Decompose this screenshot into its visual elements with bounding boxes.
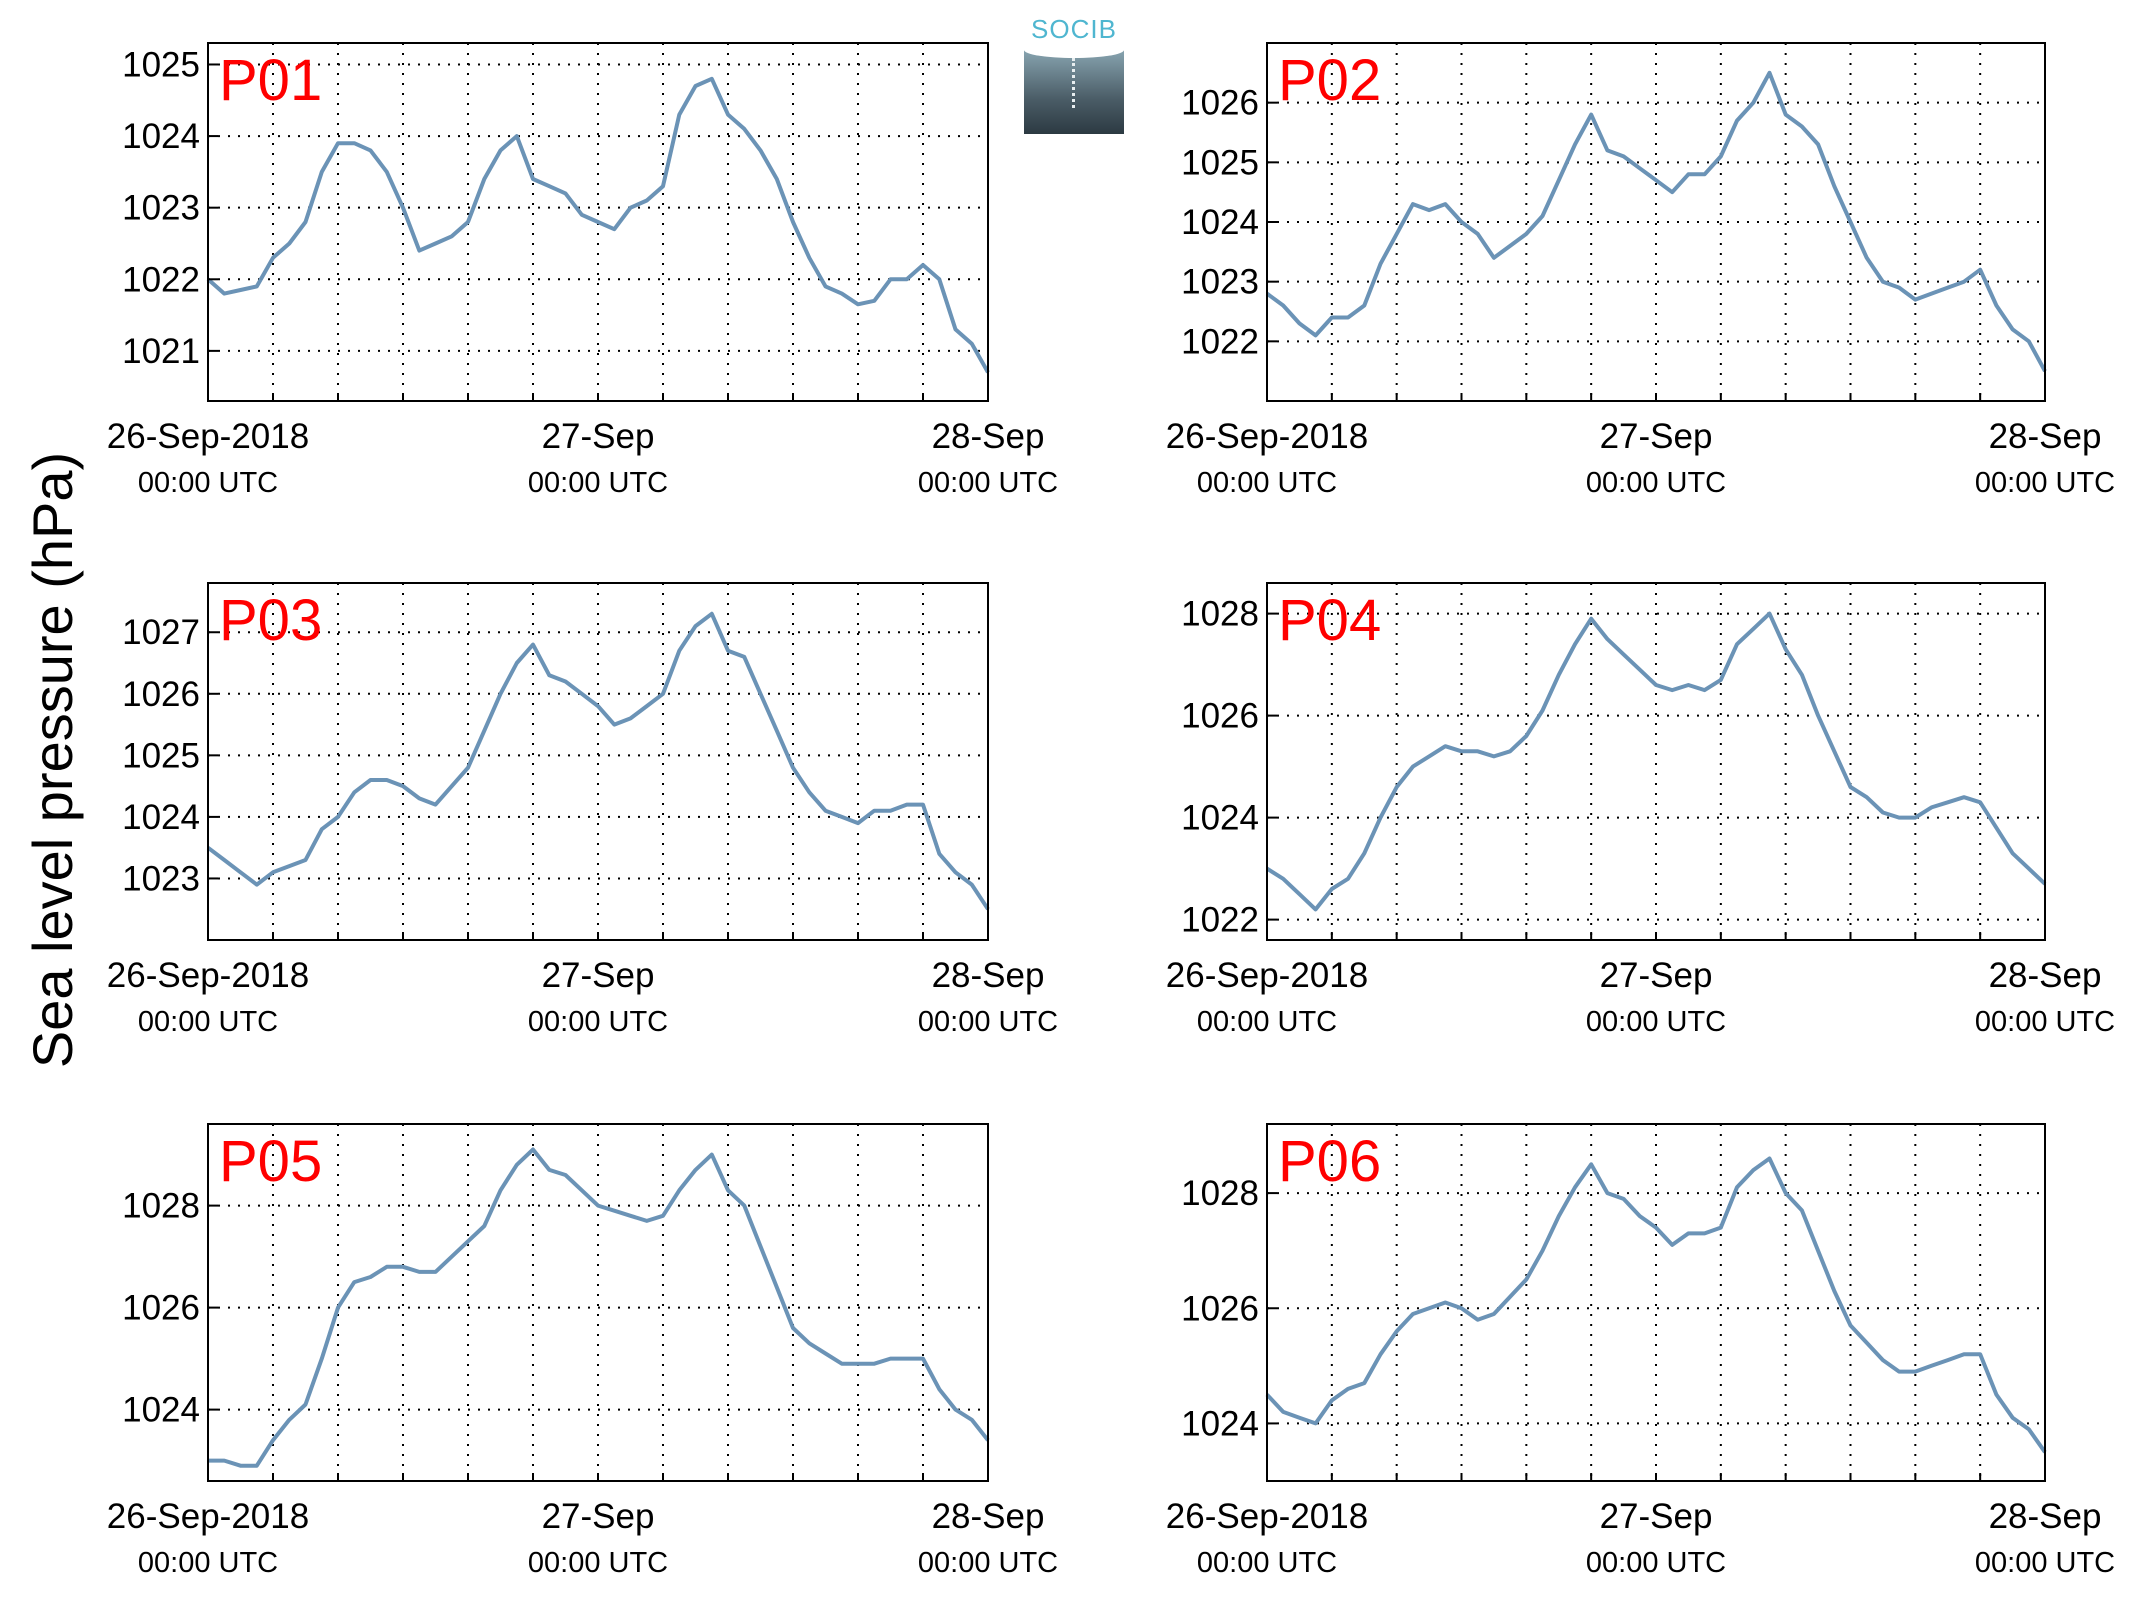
y-tick-label: 1023 xyxy=(1181,263,1259,302)
plot-frame xyxy=(207,582,989,941)
logo-text: SOCIB xyxy=(1031,14,1117,44)
series-line-p01 xyxy=(206,76,990,374)
x-tick-label-date: 28-Sep xyxy=(932,417,1045,456)
x-tick-label-date: 27-Sep xyxy=(542,1497,655,1536)
panel-label: P01 xyxy=(219,48,322,113)
x-tick-label-date: 26-Sep-2018 xyxy=(1166,1497,1368,1536)
socib-logo: SOCIB xyxy=(1024,14,1124,134)
y-tick-label: 1025 xyxy=(1181,143,1259,182)
x-tick-label-time: 00:00 UTC xyxy=(528,467,668,499)
x-tick-label-date: 27-Sep xyxy=(1600,956,1713,995)
x-tick-label-date: 26-Sep-2018 xyxy=(107,1497,309,1536)
plot-frame xyxy=(1266,1123,2046,1482)
y-tick-label: 1021 xyxy=(122,332,200,371)
series-line-p02 xyxy=(1265,70,2047,373)
x-tick-label-time: 00:00 UTC xyxy=(1586,1547,1726,1579)
x-tick-label-time: 00:00 UTC xyxy=(138,467,278,499)
x-tick-label-time: 00:00 UTC xyxy=(918,1547,1058,1579)
y-tick-label: 1028 xyxy=(1181,1174,1259,1213)
x-tick-label-time: 00:00 UTC xyxy=(918,1006,1058,1038)
y-tick-label: 1026 xyxy=(1181,697,1259,736)
y-tick-label: 1024 xyxy=(122,1391,200,1430)
panel-p05: 1024 1026 1028 26-Sep-2018 00:00 UTC 27-Sep 00… xyxy=(107,1123,1058,1579)
y-tick-label: 1027 xyxy=(122,613,200,652)
x-tick-label-date: 26-Sep-2018 xyxy=(107,956,309,995)
y-tick-label: 1026 xyxy=(122,1289,200,1328)
y-tick-label: 1024 xyxy=(1181,1404,1259,1443)
y-tick-label: 1023 xyxy=(122,859,200,898)
x-tick-label-time: 00:00 UTC xyxy=(1975,1006,2115,1038)
plot-frame xyxy=(207,1123,989,1482)
series-line-p05 xyxy=(208,1147,990,1468)
series-line-p06 xyxy=(1265,1156,2047,1454)
y-tick-label: 1024 xyxy=(1181,799,1259,838)
x-tick-label-date: 28-Sep xyxy=(1989,1497,2102,1536)
x-tick-label-date: 27-Sep xyxy=(542,956,655,995)
panel-p03: 1023 1024 1025 1026 1027 26-Sep-2018 00:00 UTC… xyxy=(107,582,1058,1038)
x-tick-label-time: 00:00 UTC xyxy=(1197,1547,1337,1579)
y-tick-label: 1026 xyxy=(1181,84,1259,123)
x-tick-label-date: 26-Sep-2018 xyxy=(1166,956,1368,995)
x-tick-label-time: 00:00 UTC xyxy=(1197,467,1337,499)
panel-label: P03 xyxy=(219,588,322,653)
y-tick-label: 1022 xyxy=(122,260,200,299)
plot-frame xyxy=(1266,582,2046,941)
panel-label: P06 xyxy=(1278,1129,1381,1194)
x-tick-label-time: 00:00 UTC xyxy=(1586,1006,1726,1038)
y-tick-label: 1028 xyxy=(122,1187,200,1226)
x-tick-label-time: 00:00 UTC xyxy=(528,1547,668,1579)
y-tick-label: 1024 xyxy=(1181,203,1259,242)
y-tick-label: 1025 xyxy=(122,736,200,775)
x-tick-label-time: 00:00 UTC xyxy=(528,1006,668,1038)
x-tick-label-date: 27-Sep xyxy=(542,417,655,456)
x-tick-label-time: 00:00 UTC xyxy=(138,1006,278,1038)
panel-label: P05 xyxy=(219,1129,322,1194)
y-axis-label: Sea level pressure (hPa) xyxy=(21,452,84,1068)
x-tick-label-date: 26-Sep-2018 xyxy=(1166,417,1368,456)
x-tick-label-time: 00:00 UTC xyxy=(1975,1547,2115,1579)
y-tick-label: 1026 xyxy=(122,675,200,714)
panel-label: P02 xyxy=(1278,48,1381,113)
y-tick-label: 1024 xyxy=(122,798,200,837)
logo-dots xyxy=(1072,58,1078,108)
x-tick-label-time: 00:00 UTC xyxy=(1975,467,2115,499)
y-tick-label: 1024 xyxy=(122,117,200,156)
series-line-p04 xyxy=(1265,611,2047,912)
y-tick-label: 1025 xyxy=(122,45,200,84)
y-tick-label: 1022 xyxy=(1181,901,1259,940)
x-tick-label-time: 00:00 UTC xyxy=(1586,467,1726,499)
x-tick-label-date: 27-Sep xyxy=(1600,1497,1713,1536)
y-tick-label: 1028 xyxy=(1181,595,1259,634)
panels: 1021 1022 1023 1024 1025 26-Sep-2018 00:00 UTC… xyxy=(107,42,2115,1579)
x-tick-label-time: 00:00 UTC xyxy=(138,1547,278,1579)
y-tick-label: 1026 xyxy=(1181,1289,1259,1328)
y-tick-label: 1022 xyxy=(1181,322,1259,361)
series-line-p03 xyxy=(206,611,990,911)
x-tick-label-time: 00:00 UTC xyxy=(918,467,1058,499)
x-tick-label-date: 27-Sep xyxy=(1600,417,1713,456)
panel-p04: 1022 1024 1026 1028 26-Sep-2018 00:00 UTC 27-S… xyxy=(1166,582,2115,1038)
panel-p06: 1024 1026 1028 26-Sep-2018 00:00 UTC 27-Sep 00… xyxy=(1166,1123,2115,1579)
x-tick-label-date: 28-Sep xyxy=(932,956,1045,995)
x-tick-label-date: 26-Sep-2018 xyxy=(107,417,309,456)
x-tick-label-time: 00:00 UTC xyxy=(1197,1006,1337,1038)
panel-p02: 1022 1023 1024 1025 1026 26-Sep-2018 00:00 UTC… xyxy=(1166,42,2115,499)
panel-label: P04 xyxy=(1278,588,1381,653)
logo-wave xyxy=(1024,42,1124,58)
y-tick-label: 1023 xyxy=(122,189,200,228)
panel-p01: 1021 1022 1023 1024 1025 26-Sep-2018 00:00 UTC… xyxy=(107,42,1058,499)
x-tick-label-date: 28-Sep xyxy=(1989,417,2102,456)
x-tick-label-date: 28-Sep xyxy=(1989,956,2102,995)
x-tick-label-date: 28-Sep xyxy=(932,1497,1045,1536)
